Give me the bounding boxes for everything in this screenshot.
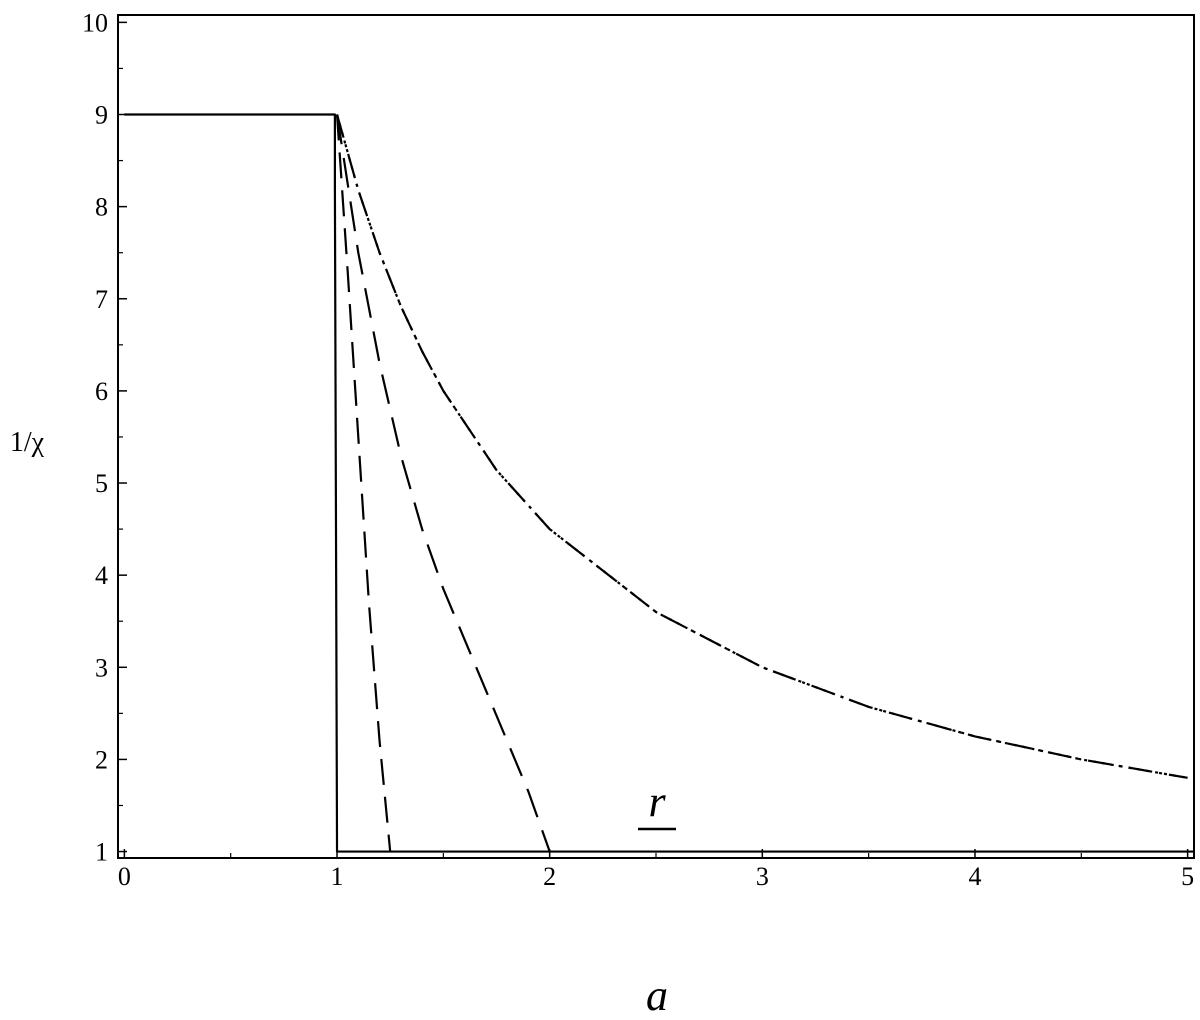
x-tick-label: 3: [756, 862, 769, 891]
y-tick-label: 5: [95, 469, 108, 498]
y-axis-ticks: 1 2 3 4 5 6 7 8 9 10: [82, 8, 127, 867]
x-tick-label: 2: [543, 862, 556, 891]
series-line-3-dash: [335, 114, 551, 852]
x-tick-label: 0: [118, 862, 131, 891]
y-tick-label: 1: [95, 838, 108, 867]
series-line-2-long-dash: [335, 114, 392, 852]
y-tick-label: 2: [95, 745, 108, 774]
x-axis-ticks: 0 1 2 3 4 5: [118, 849, 1194, 891]
plot-frame: [117, 14, 1195, 859]
series-line-1-solid: [124, 113, 1194, 853]
y-tick-label: 6: [95, 377, 108, 406]
series-layer: [124, 113, 1194, 853]
x-axis-label-numerator: r: [648, 777, 666, 826]
y-tick-label: 7: [95, 285, 108, 314]
y-tick-label: 3: [95, 653, 108, 682]
x-axis-label-denominator: a: [646, 971, 668, 1020]
y-axis-label: 1/χ: [10, 427, 45, 458]
y-tick-label: 9: [95, 101, 108, 130]
x-tick-label: 5: [1181, 862, 1194, 891]
x-tick-label: 4: [968, 862, 981, 891]
series-line-5-dotted: [335, 114, 1188, 779]
y-tick-label: 10: [82, 8, 108, 37]
y-tick-label: 4: [95, 561, 108, 590]
x-axis-label: r a: [638, 777, 676, 1020]
x-tick-label: 1: [331, 862, 344, 891]
y-tick-label: 8: [95, 193, 108, 222]
series-line-4-dash-dot: [335, 114, 1188, 779]
